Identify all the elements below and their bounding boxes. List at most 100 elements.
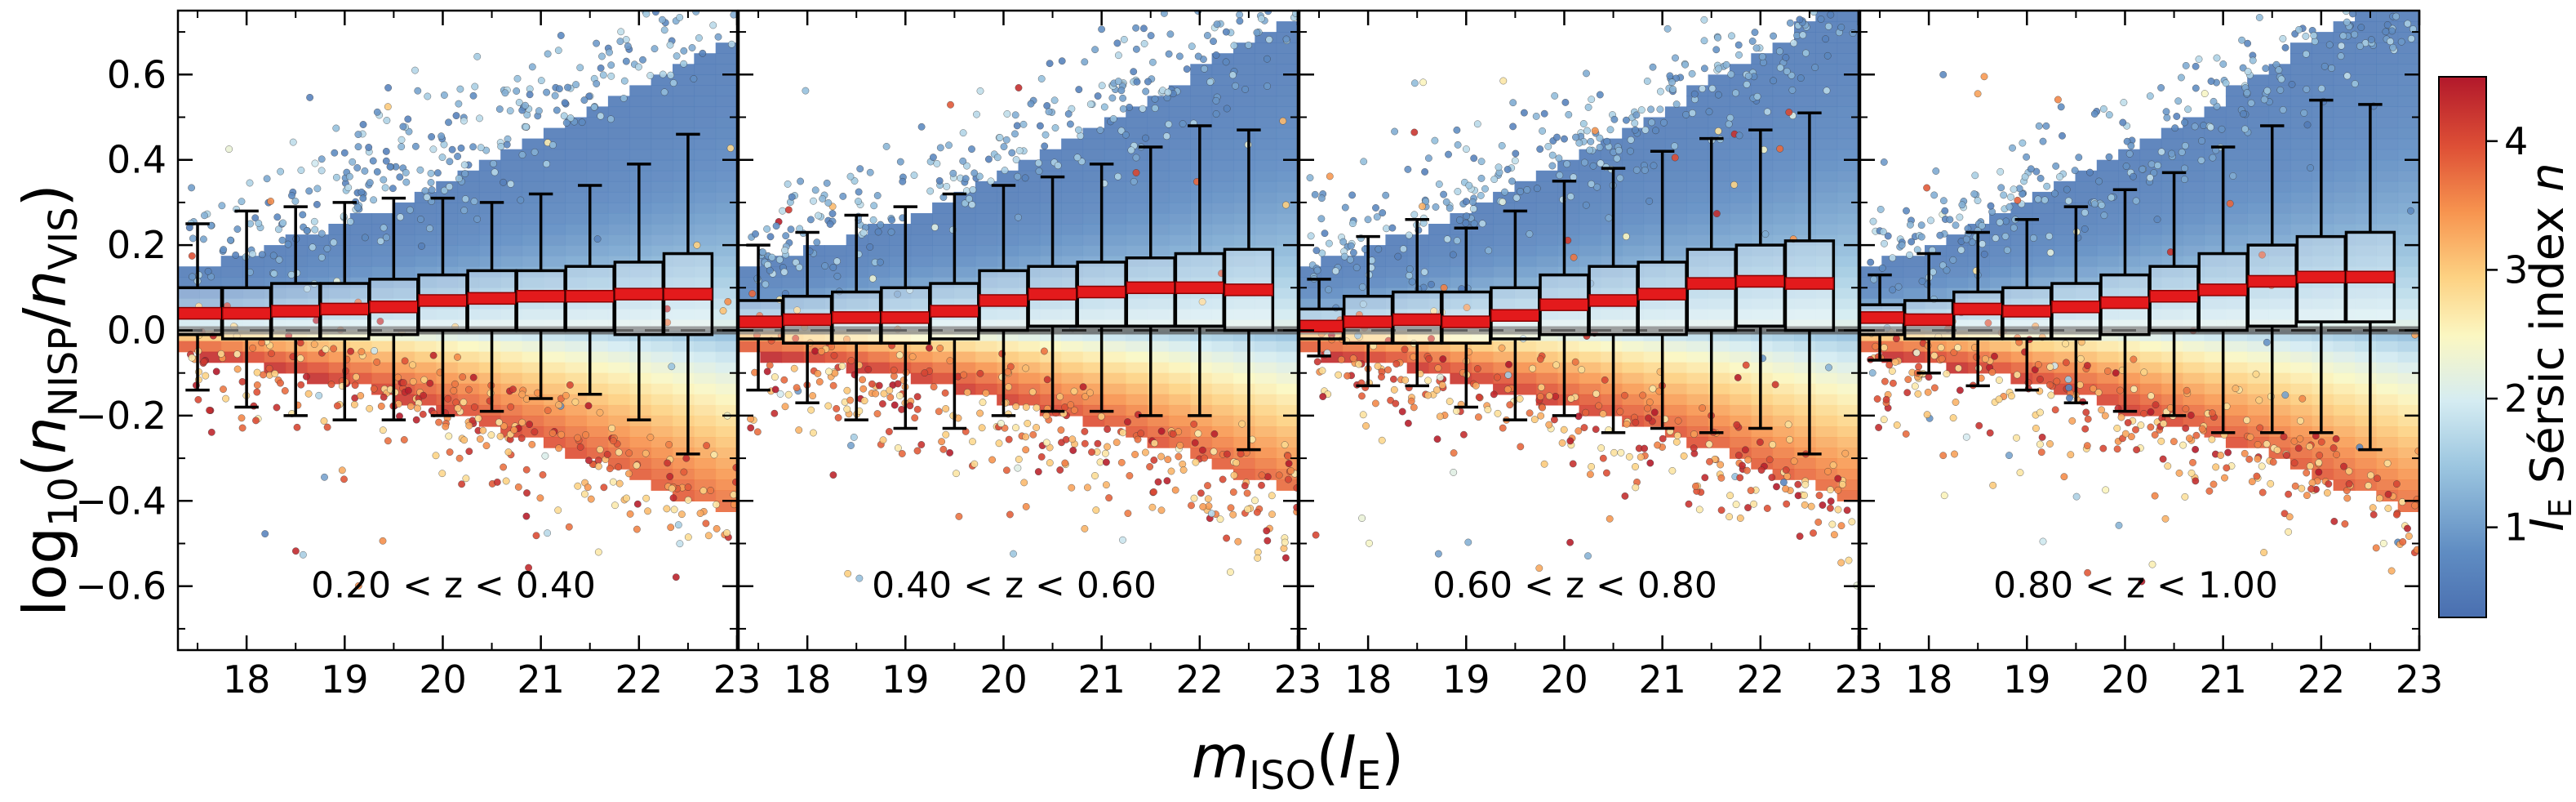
density-cell: [349, 266, 372, 278]
density-cell: [715, 266, 737, 278]
density-cell: [2204, 351, 2227, 363]
scatter-point: [1440, 190, 1448, 198]
density-cell: [1751, 159, 1774, 172]
density-cell: [2290, 383, 2312, 395]
density-cell: [607, 170, 630, 182]
density-cell: [2333, 372, 2356, 385]
scatter-point: [522, 123, 530, 131]
scatter-point: [1807, 502, 1815, 510]
density-cell: [1815, 42, 1838, 54]
density-cell: [2290, 351, 2312, 363]
density-cell: [2333, 202, 2356, 214]
density-cell: [522, 404, 544, 417]
density-cell: [2204, 266, 2227, 278]
scatter-point: [1771, 381, 1779, 389]
density-cell: [1815, 159, 1838, 172]
scatter-point: [823, 179, 831, 187]
density-cell: [1147, 351, 1170, 363]
box-11: [1783, 111, 1836, 456]
scatter-point: [620, 95, 628, 102]
scatter-point: [942, 430, 950, 439]
density-cell: [2096, 159, 2119, 172]
density-cell: [2268, 341, 2291, 353]
density-cell: [2183, 394, 2205, 406]
scatter-point: [376, 317, 384, 325]
density-cell: [1708, 96, 1730, 108]
density-cell: [1233, 149, 1255, 161]
scatter-point: [1022, 433, 1030, 441]
density-cell: [1643, 266, 1666, 278]
density-cell: [2376, 341, 2399, 353]
scatter-point: [1660, 118, 1668, 127]
scatter-point: [1743, 81, 1751, 88]
scatter-point: [377, 402, 385, 410]
density-cell: [2312, 245, 2334, 256]
scatter-point: [465, 421, 473, 430]
density-cell: [1147, 159, 1170, 172]
scatter-point: [1075, 126, 1082, 134]
scatter-point: [1238, 420, 1246, 428]
density-cell: [2376, 213, 2399, 225]
density-cell: [2333, 149, 2356, 161]
scatter-point: [1366, 539, 1373, 547]
density-cell: [1837, 437, 1859, 448]
scatter-point: [249, 344, 256, 352]
scatter-point: [412, 416, 420, 424]
scatter-point: [810, 429, 817, 437]
scatter-point: [1726, 114, 1734, 122]
density-cell: [543, 351, 566, 363]
scatter-point: [557, 430, 566, 439]
density-cell: [1211, 415, 1234, 427]
density-cell: [1126, 415, 1148, 427]
scatter-point: [1593, 183, 1601, 191]
scatter-point: [581, 490, 588, 498]
density-cell: [2054, 234, 2076, 246]
density-cell: [651, 394, 673, 406]
density-cell: [2397, 74, 2419, 86]
scatter-point: [960, 371, 968, 379]
scatter-point: [346, 217, 354, 225]
scatter-point: [400, 436, 408, 443]
density-cell: [2139, 180, 2162, 193]
scatter-point: [1552, 392, 1560, 400]
density-cell: [1168, 404, 1191, 417]
scatter-point: [1566, 437, 1574, 445]
density-cell: [715, 224, 737, 235]
density-cell: [629, 96, 652, 108]
density-cell: [1664, 234, 1687, 246]
scatter-point: [1692, 483, 1699, 490]
density-cell: [178, 298, 200, 310]
density-cell: [1255, 85, 1277, 97]
density-cell: [1061, 202, 1084, 214]
scatter-point: [528, 440, 536, 448]
density-cell: [2225, 224, 2248, 235]
scatter-point: [942, 405, 950, 412]
scatter-point: [354, 131, 362, 139]
scatter-point: [970, 169, 979, 177]
scatter-point: [1727, 70, 1735, 78]
scatter-point: [1034, 468, 1042, 475]
scatter-point: [445, 432, 453, 440]
density-cell: [997, 234, 1019, 246]
scatter-point: [1033, 424, 1041, 431]
scatter-point: [445, 118, 452, 127]
density-cell: [1018, 224, 1041, 235]
scatter-point: [1094, 439, 1102, 448]
density-cell: [1471, 266, 1494, 278]
scatter-point: [253, 388, 261, 396]
density-cell: [1664, 277, 1687, 288]
scatter-point: [1699, 85, 1707, 93]
box-3: [831, 213, 882, 421]
scatter-point: [1712, 46, 1721, 54]
density-cell: [1751, 138, 1774, 150]
density-cell: [1794, 96, 1816, 108]
scatter-point: [1347, 242, 1355, 250]
scatter-point: [332, 124, 340, 132]
scatter-point: [225, 145, 233, 154]
density-cell: [1255, 256, 1277, 267]
scatter-point: [973, 110, 980, 118]
density-cell: [1794, 341, 1816, 353]
scatter-point: [1081, 393, 1090, 400]
median-bar: [881, 311, 930, 324]
density-cell: [2204, 362, 2227, 374]
